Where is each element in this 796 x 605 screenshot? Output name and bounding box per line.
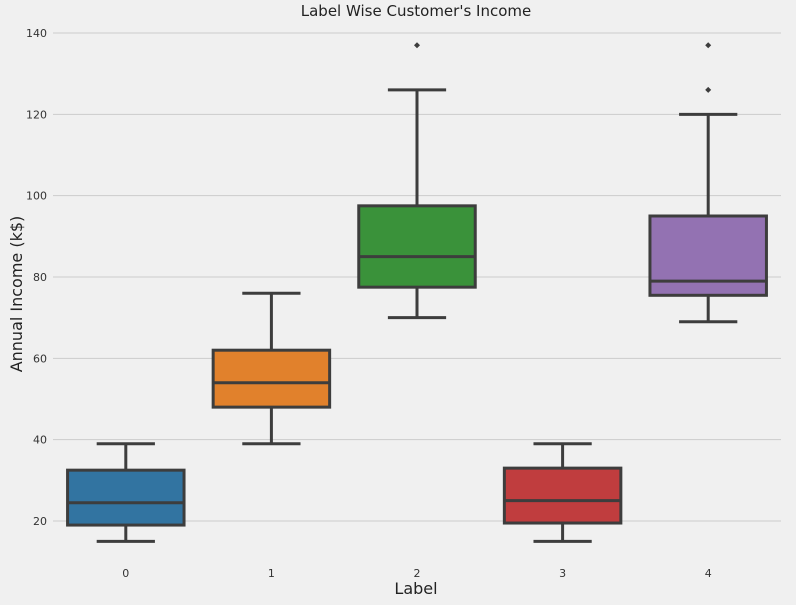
box-4 xyxy=(648,42,768,324)
chart-title: Label Wise Customer's Income xyxy=(301,2,531,20)
box-body-0 xyxy=(66,468,186,527)
y-axis-ticks: 20 40 60 80 100 120 140 xyxy=(26,27,47,528)
boxes xyxy=(66,42,768,543)
x-tick-label-1: 1 xyxy=(268,567,275,580)
box-0 xyxy=(66,442,186,543)
outlier-2-0 xyxy=(414,42,420,49)
x-axis-ticks: 0 1 2 3 4 xyxy=(122,567,711,580)
box-body-1 xyxy=(211,348,332,409)
x-tick-label-3: 3 xyxy=(559,567,566,580)
box-body-2 xyxy=(357,204,477,289)
box-3 xyxy=(502,442,623,543)
y-tick-label-120: 120 xyxy=(26,108,47,121)
y-tick-label-20: 20 xyxy=(33,515,47,528)
y-tick-label-60: 60 xyxy=(33,352,47,365)
x-axis-label: Label xyxy=(394,579,437,598)
y-tick-label-40: 40 xyxy=(33,434,47,447)
box-1 xyxy=(211,291,332,446)
box-body-4 xyxy=(648,214,768,297)
y-axis-label: Annual Income (k$) xyxy=(7,216,26,373)
box-2 xyxy=(357,42,477,320)
x-tick-label-0: 0 xyxy=(122,567,129,580)
x-tick-label-2: 2 xyxy=(414,567,421,580)
y-tick-label-80: 80 xyxy=(33,271,47,284)
y-tick-label-100: 100 xyxy=(26,190,47,203)
box-body-3 xyxy=(502,466,623,525)
x-tick-label-4: 4 xyxy=(705,567,712,580)
outlier-4-0 xyxy=(705,86,712,93)
y-tick-label-140: 140 xyxy=(26,27,47,40)
outlier-4-1 xyxy=(705,42,712,49)
